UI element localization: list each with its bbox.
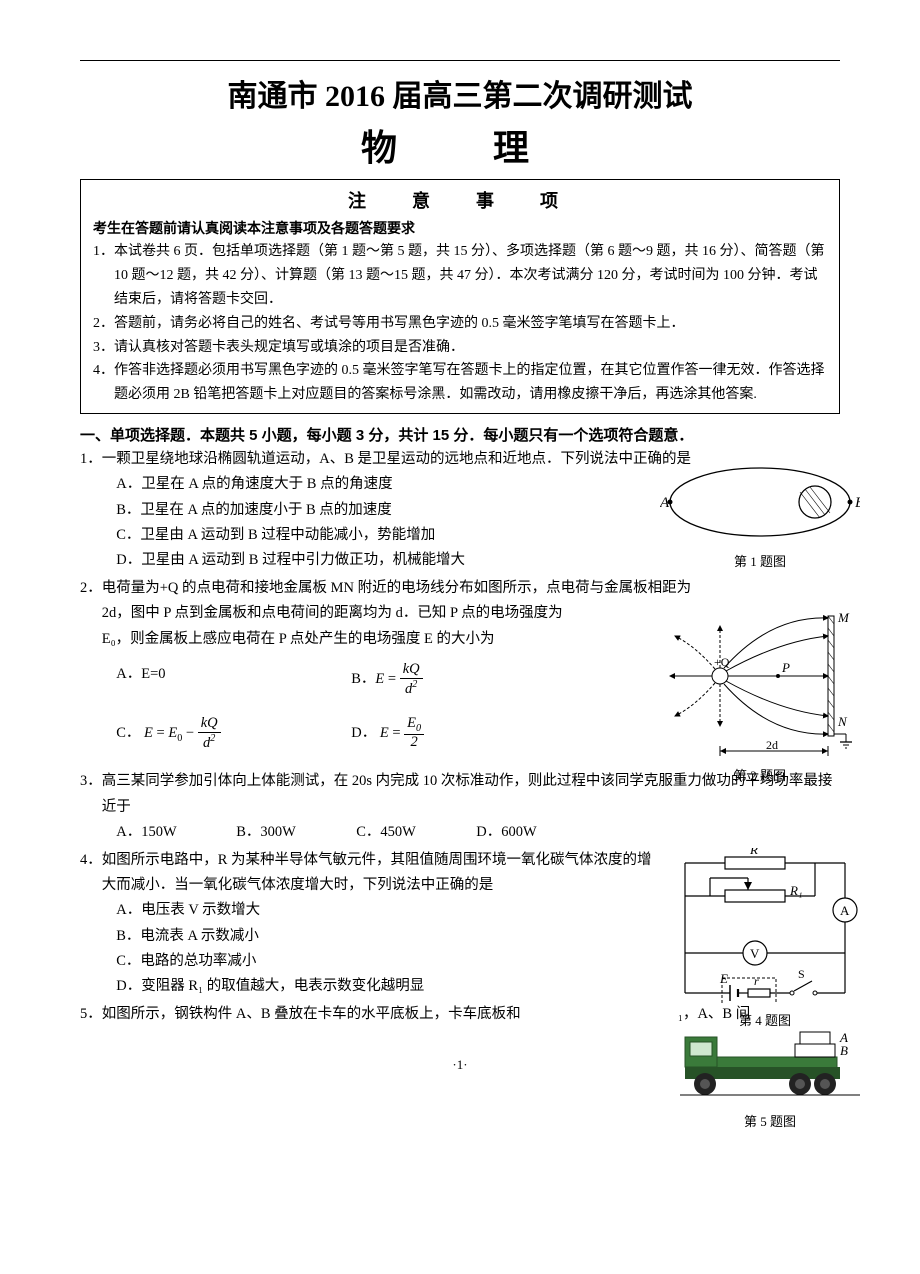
q2-stem-b: 2d，图中 P 点到金属板和点电荷间的距离均为 d．已知 P 点的电场强度为 E… bbox=[80, 601, 572, 652]
q2-option-a: A．E=0 bbox=[116, 662, 351, 698]
section-1-header: 一、单项选择题．本题共 5 小题，每小题 3 分，共计 15 分．每小题只有一个… bbox=[80, 424, 840, 445]
q2-stem-a: 2．电荷量为+Q 的点电荷和接地金属板 MN 附近的电场线分布如图所示，点电荷与… bbox=[80, 576, 840, 601]
q2-option-c: C． E = E0 − kQd2 bbox=[116, 716, 351, 752]
svg-text:N: N bbox=[837, 714, 848, 729]
q2-figure: +Q P M N bbox=[660, 606, 860, 788]
question-1: 1．一颗卫星绕地球沿椭圆轨道运动，A、B 是卫星运动的远地点和近地点．下列说法中… bbox=[80, 447, 840, 574]
q1-figure: A B 第 1 题图 bbox=[660, 462, 860, 574]
notice-item: 2．答题前，请务必将自己的姓名、考试号等用书写黑色字迹的 0.5 毫米签字笔填写… bbox=[93, 312, 827, 336]
notice-item: 1．本试卷共 6 页．包括单项选择题（第 1 题～第 5 题，共 15 分）、多… bbox=[93, 240, 827, 311]
q3-option-a: A．150W bbox=[116, 820, 236, 845]
q4-stem: 4．如图所示电路中，R 为某种半导体气敏元件，其阻值随周围环境一氧化碳气体浓度的… bbox=[80, 848, 662, 899]
q1-label-b: B bbox=[855, 495, 860, 511]
svg-text:B: B bbox=[840, 1043, 848, 1058]
svg-text:S: S bbox=[798, 967, 805, 981]
q5-fig-caption: 第 5 题图 bbox=[680, 1111, 860, 1134]
q1-label-a: A bbox=[660, 495, 670, 511]
notice-box: 注 意 事 项 考生在答题前请认真阅读本注意事项及各题答题要求 1．本试卷共 6… bbox=[80, 179, 840, 414]
q3-option-c: C．450W bbox=[356, 820, 476, 845]
svg-text:V: V bbox=[750, 946, 760, 961]
svg-text:R: R bbox=[749, 848, 758, 857]
svg-text:P: P bbox=[781, 660, 790, 675]
exam-subject: 物 理 bbox=[80, 119, 840, 171]
question-4: 4．如图所示电路中，R 为某种半导体气敏元件，其阻值随周围环境一氧化碳气体浓度的… bbox=[80, 848, 840, 1000]
svg-text:r: r bbox=[754, 974, 759, 988]
notice-heading: 注 意 事 项 bbox=[93, 186, 827, 217]
notice-subheading: 考生在答题前请认真阅读本注意事项及各题答题要求 bbox=[93, 217, 827, 241]
svg-text:A: A bbox=[840, 903, 850, 918]
q3-option-d: D．600W bbox=[476, 820, 596, 845]
q2-option-b: B．E = kQd2 bbox=[351, 662, 586, 698]
notice-item: 3．请认真核对答题卡表头规定填写或填涂的项目是否准确． bbox=[93, 336, 827, 360]
exam-title: 南通市 2016 届高三第二次调研测试 bbox=[80, 71, 840, 115]
q2-option-d: D． E = E02 bbox=[351, 716, 586, 752]
svg-text:+Q: +Q bbox=[714, 655, 730, 669]
q1-fig-caption: 第 1 题图 bbox=[660, 551, 860, 574]
q3-stem: 3．高三某同学参加引体向上体能测试，在 20s 内完成 10 次标准动作，则此过… bbox=[80, 769, 840, 820]
question-2: 2．电荷量为+Q 的点电荷和接地金属板 MN 附近的电场线分布如图所示，点电荷与… bbox=[80, 576, 840, 752]
q3-option-b: B．300W bbox=[236, 820, 356, 845]
question-5: 5．如图所示，钢铁构件 A、B 叠放在卡车的水平底板上，卡车底板和 ₁，A、B … bbox=[80, 1002, 840, 1027]
question-3: 3．高三某同学参加引体向上体能测试，在 20s 内完成 10 次标准动作，则此过… bbox=[80, 769, 840, 845]
svg-text:M: M bbox=[837, 610, 850, 625]
notice-item: 4．作答非选择题必须用书写黑色字迹的 0.5 毫米签字笔写在答题卡上的指定位置，… bbox=[93, 359, 827, 407]
q5-figure: A B 第 5 题图 bbox=[680, 1022, 860, 1134]
svg-text:2d: 2d bbox=[766, 738, 778, 752]
